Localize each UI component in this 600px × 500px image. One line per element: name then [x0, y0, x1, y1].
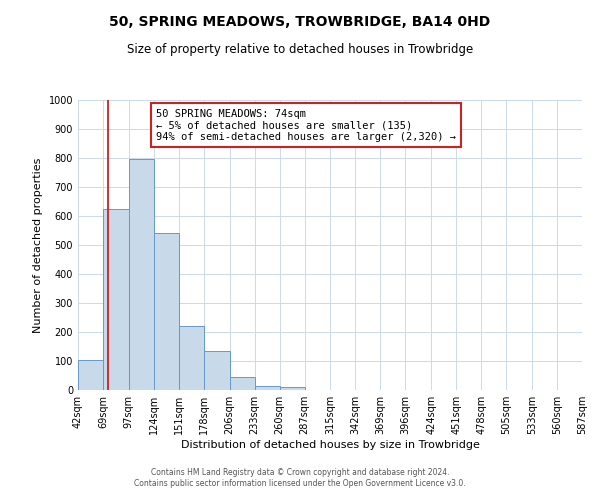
Text: Contains HM Land Registry data © Crown copyright and database right 2024.
Contai: Contains HM Land Registry data © Crown c… [134, 468, 466, 487]
Bar [103, 209, 129, 390]
Text: 50, SPRING MEADOWS, TROWBRIDGE, BA14 0HD: 50, SPRING MEADOWS, TROWBRIDGE, BA14 0HD [109, 15, 491, 29]
Bar [154, 234, 179, 390]
Bar [204, 351, 230, 390]
Bar [129, 160, 154, 390]
Text: Size of property relative to detached houses in Trowbridge: Size of property relative to detached ho… [127, 42, 473, 56]
Y-axis label: Number of detached properties: Number of detached properties [33, 158, 43, 332]
Bar [280, 387, 305, 390]
Bar [230, 377, 254, 390]
Bar [78, 360, 103, 390]
Bar [179, 326, 204, 390]
Bar [254, 386, 280, 390]
Text: 50 SPRING MEADOWS: 74sqm
← 5% of detached houses are smaller (135)
94% of semi-d: 50 SPRING MEADOWS: 74sqm ← 5% of detache… [156, 108, 456, 142]
X-axis label: Distribution of detached houses by size in Trowbridge: Distribution of detached houses by size … [181, 440, 479, 450]
